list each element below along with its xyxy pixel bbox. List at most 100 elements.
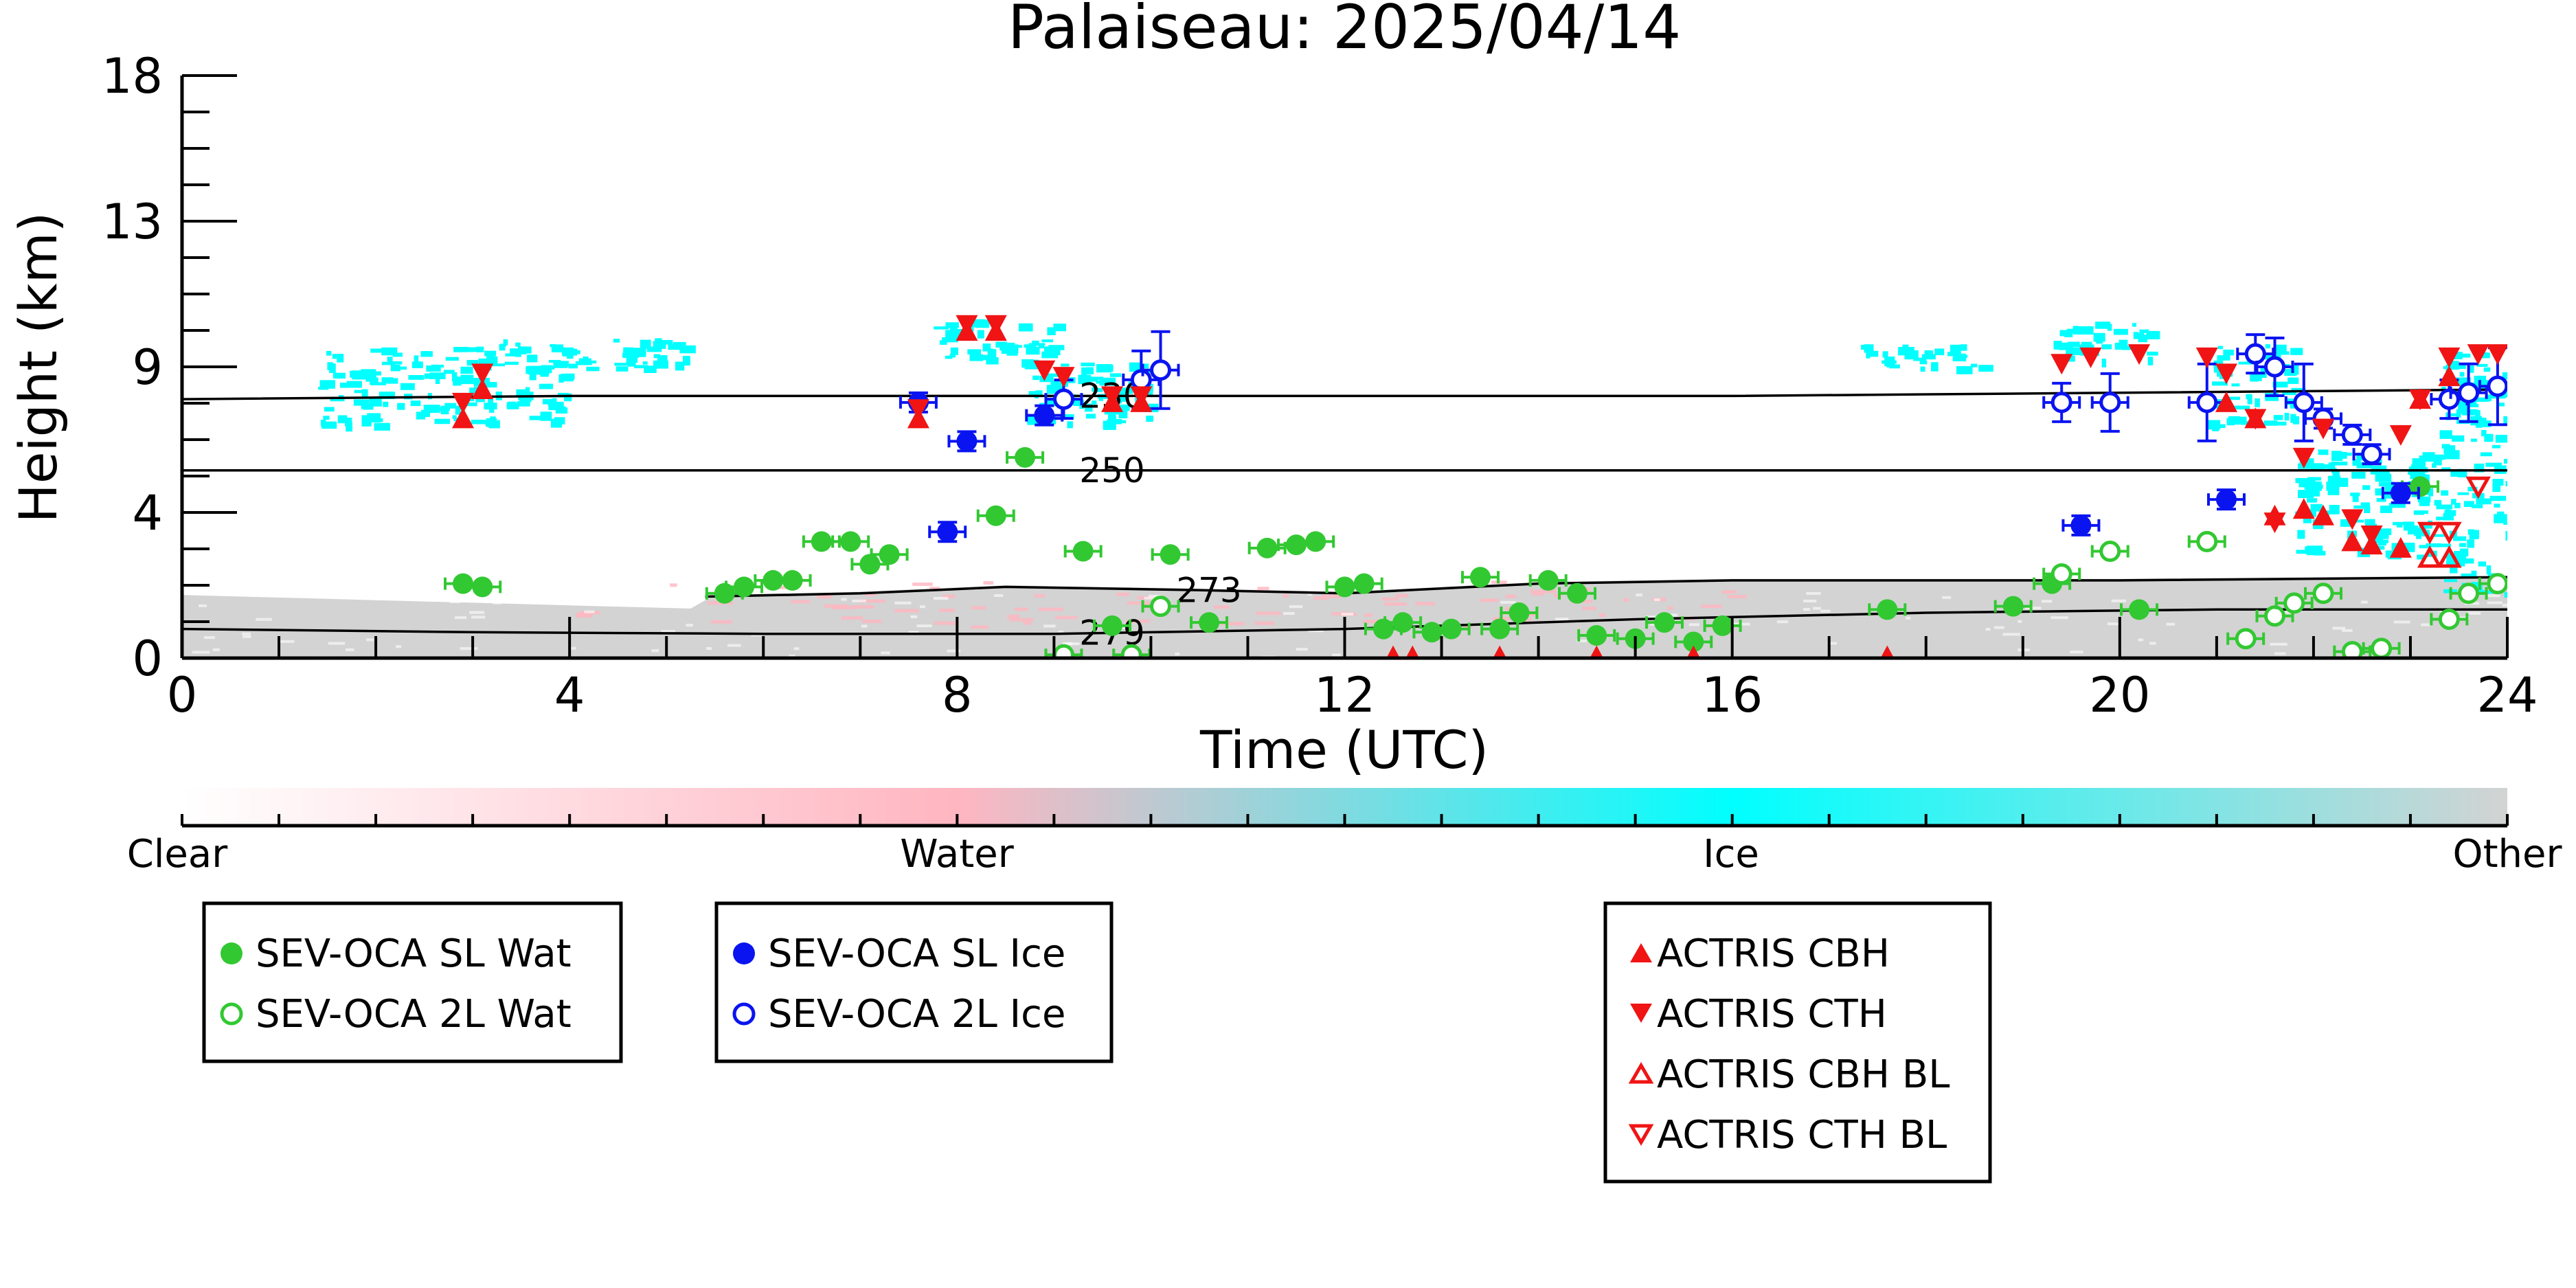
ice-field-cell bbox=[2307, 477, 2321, 481]
marker-sev-oca-2l-wat bbox=[1052, 644, 1074, 659]
ice-field-cell bbox=[1103, 420, 1116, 430]
ice-field-cell bbox=[332, 354, 337, 359]
ice-field-cell bbox=[679, 345, 696, 354]
ice-field-cell bbox=[2351, 472, 2366, 479]
ice-field-cell bbox=[575, 361, 592, 365]
clear-field-cell bbox=[2421, 623, 2430, 626]
ice-field-cell bbox=[361, 415, 372, 423]
ice-field-cell bbox=[503, 339, 508, 346]
ice-field-cell bbox=[2273, 344, 2287, 353]
ice-field-cell bbox=[2119, 339, 2128, 346]
clear-field-cell bbox=[920, 605, 925, 609]
ice-field-cell bbox=[1041, 339, 1053, 343]
y-tick-label: 4 bbox=[132, 485, 163, 541]
ice-field-cell bbox=[2436, 517, 2450, 521]
water-field-cell bbox=[824, 604, 848, 608]
ice-field-cell bbox=[564, 393, 572, 402]
clear-field-cell bbox=[279, 640, 295, 643]
marker-sev-oca-sl-wat bbox=[1509, 602, 1530, 624]
ice-field-cell bbox=[2263, 420, 2278, 426]
ice-field-cell bbox=[2356, 462, 2373, 468]
ice-field-cell bbox=[2284, 412, 2290, 421]
ice-field-cell bbox=[2310, 504, 2323, 512]
clear-field-cell bbox=[366, 638, 374, 642]
ice-field-cell bbox=[934, 326, 949, 330]
marker-sev-oca-2l-ice bbox=[2487, 375, 2507, 397]
water-field-cell bbox=[1116, 592, 1130, 596]
y-tick-label: 18 bbox=[102, 48, 163, 104]
clear-field-cell bbox=[651, 649, 659, 653]
ice-field-cell bbox=[2327, 486, 2340, 495]
ice-field-cell bbox=[673, 341, 686, 346]
ice-field-cell bbox=[623, 347, 634, 354]
marker-sev-oca-2l-wat bbox=[2196, 530, 2218, 552]
ice-field-cell bbox=[2247, 395, 2252, 405]
ice-field-cell bbox=[346, 422, 352, 432]
ice-field-cell bbox=[329, 363, 336, 373]
water-field-cell bbox=[929, 587, 940, 591]
ice-field-cell bbox=[2287, 377, 2299, 384]
clear-field-cell bbox=[1283, 612, 1295, 615]
ice-field-cell bbox=[2331, 462, 2348, 466]
marker-sev-oca-2l-wat bbox=[2371, 637, 2393, 659]
water-field-cell bbox=[1322, 594, 1342, 598]
ice-field-cell bbox=[2246, 394, 2252, 400]
ice-field-cell bbox=[564, 352, 577, 356]
ice-field-cell bbox=[2454, 503, 2461, 508]
ice-field-cell bbox=[613, 339, 620, 343]
ice-field-cell bbox=[548, 401, 564, 410]
marker-sev-oca-2l-wat bbox=[2050, 563, 2072, 585]
ice-field-cell bbox=[1028, 343, 1046, 346]
ice-field-cell bbox=[2307, 498, 2317, 503]
ice-field-cell bbox=[1061, 363, 1070, 367]
ice-field-cell bbox=[2504, 591, 2507, 598]
marker-sev-oca-2l-wat bbox=[2235, 628, 2257, 650]
marker-actris-cth bbox=[1130, 386, 1153, 407]
ice-field-cell bbox=[2376, 498, 2386, 502]
ice-field-cell bbox=[1142, 363, 1149, 369]
clear-field-cell bbox=[2467, 611, 2481, 615]
ice-field-cell bbox=[1902, 344, 1909, 352]
ice-field-cell bbox=[1024, 344, 1037, 348]
ice-field-cell bbox=[2489, 495, 2507, 501]
ice-field-cell bbox=[434, 418, 451, 425]
ice-field-cell bbox=[431, 364, 444, 368]
y-axis-label: Height (km) bbox=[8, 212, 69, 523]
marker-actris-cth bbox=[2467, 344, 2489, 365]
marker-sev-oca-sl-wat bbox=[1305, 531, 1326, 552]
ice-field-cell bbox=[2113, 328, 2128, 335]
ice-field-cell bbox=[2146, 330, 2160, 339]
water-field-cell bbox=[934, 621, 958, 625]
clear-field-cell bbox=[460, 647, 478, 651]
ice-field-cell bbox=[2463, 501, 2474, 507]
x-axis-label: Time (UTC) bbox=[1199, 719, 1489, 780]
clear-field-cell bbox=[1300, 587, 1318, 591]
ice-field-cell bbox=[1109, 415, 1117, 419]
clear-field-cell bbox=[1669, 613, 1678, 617]
ice-field-cell bbox=[2364, 506, 2371, 513]
ice-field-cell bbox=[2375, 488, 2382, 496]
ice-field-cell bbox=[420, 409, 430, 417]
ice-field-cell bbox=[578, 358, 591, 362]
marker-actris-cbh bbox=[2341, 530, 2364, 552]
ice-field-cell bbox=[2433, 534, 2445, 537]
ice-field-cell bbox=[675, 361, 685, 371]
ice-field-cell bbox=[504, 361, 519, 365]
ice-field-cell bbox=[2323, 464, 2331, 469]
x-tick-label: 12 bbox=[1314, 667, 1375, 723]
water-field-cell bbox=[1283, 594, 1289, 598]
ice-field-cell bbox=[379, 392, 395, 399]
ice-field-cell bbox=[1028, 391, 1038, 396]
ice-field-cell bbox=[558, 374, 564, 383]
clear-field-cell bbox=[916, 624, 932, 628]
legend-box bbox=[1603, 901, 1992, 1184]
clear-field-cell bbox=[994, 594, 1004, 597]
ice-field-cell bbox=[949, 354, 956, 358]
ice-field-cell bbox=[950, 347, 958, 355]
ice-field-cell bbox=[2274, 421, 2287, 426]
ice-field-cell bbox=[461, 402, 477, 407]
ice-field-cell bbox=[2505, 392, 2507, 398]
ice-field-cell bbox=[1017, 345, 1022, 348]
ice-field-cell bbox=[2441, 386, 2446, 391]
ice-field-cell bbox=[1884, 357, 1895, 366]
